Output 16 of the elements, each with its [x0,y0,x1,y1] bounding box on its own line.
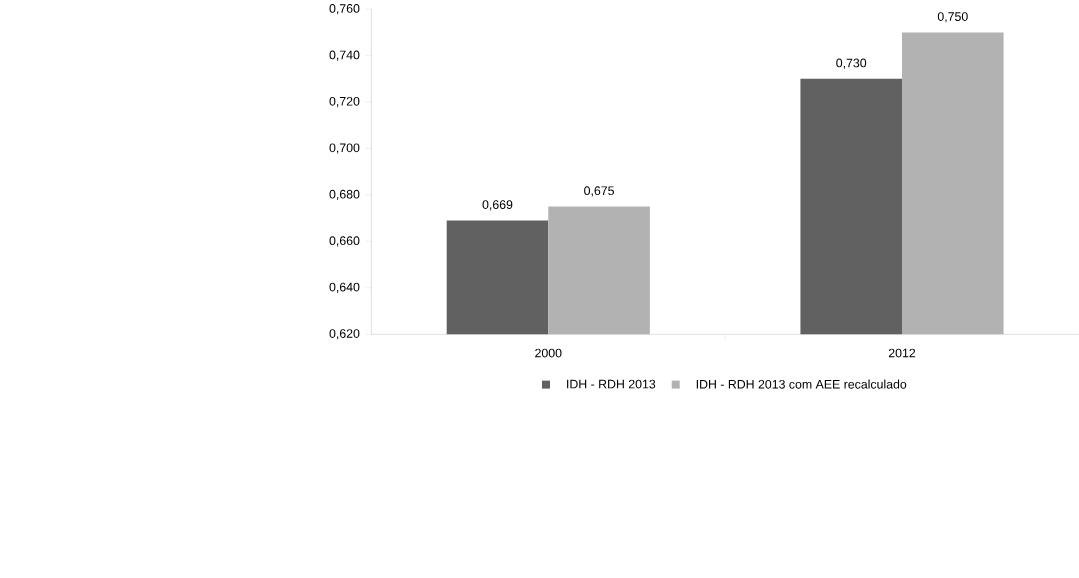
legend-label: IDH - RDH 2013 com AEE recalculado [696,379,907,389]
y-tick-label: 0,620 [329,329,360,340]
y-tick-label: 0,760 [329,4,360,15]
x-tick-label: 2000 [535,348,562,358]
y-tick-label: 0,720 [329,96,360,108]
y-tick-label: 0,700 [329,143,360,154]
legend-label: IDH - RDH 2013 [567,379,656,389]
y-tick-label: 0,660 [329,236,360,247]
data-label: 0,730 [836,58,867,69]
y-tick-label: 0,640 [329,282,360,293]
y-tick-label: 0,680 [329,189,360,201]
y-tick-label: 0,740 [329,50,360,61]
x-tick-label: 2012 [888,348,916,358]
data-label: 0,750 [937,12,968,23]
data-label: 0,675 [584,186,614,197]
data-label: 0,669 [482,200,513,211]
